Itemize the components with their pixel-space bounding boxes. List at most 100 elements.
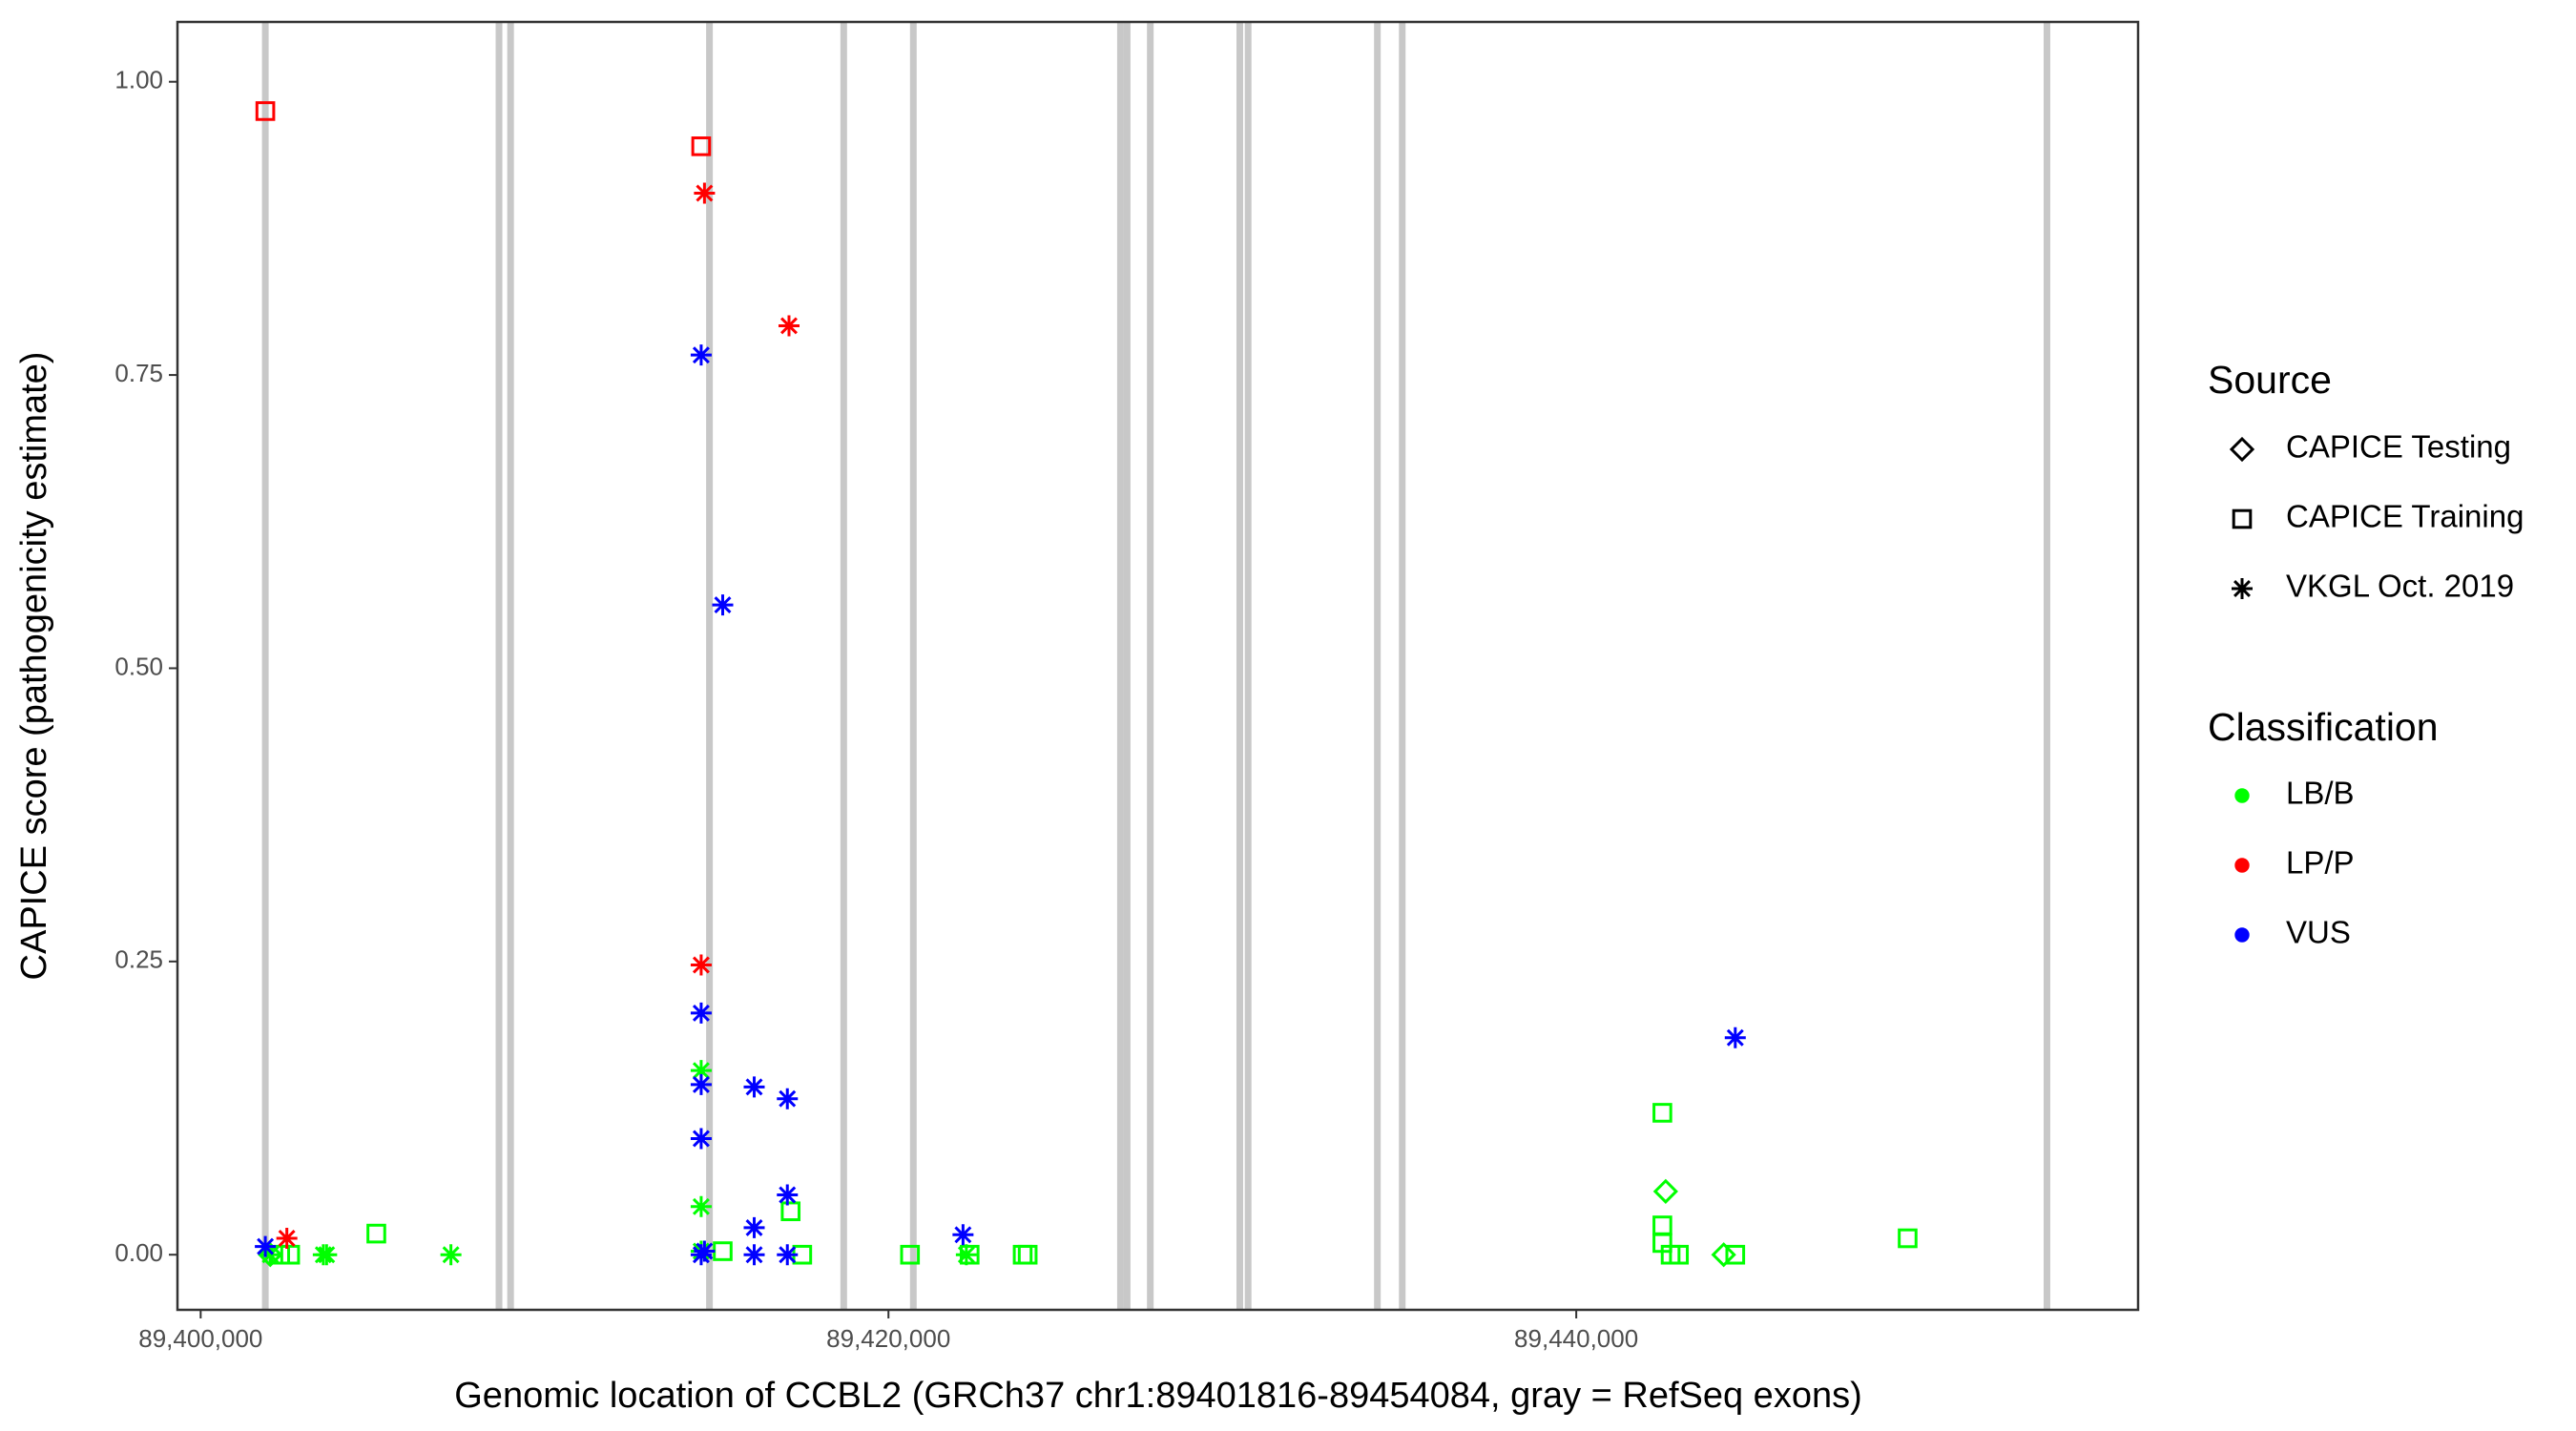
point [777, 1088, 799, 1110]
point [1724, 1027, 1746, 1048]
point-shape [955, 1244, 977, 1266]
legend-key-shape [2234, 858, 2250, 873]
point-shape [778, 315, 800, 337]
point [1017, 1244, 1038, 1265]
legend-key [2229, 436, 2255, 463]
point-shape [1652, 1178, 1678, 1204]
point [280, 1244, 301, 1265]
legend-entry: LB/B [2286, 776, 2355, 811]
point-shape [690, 1244, 712, 1266]
point-shape [690, 954, 712, 976]
y-tick-label: 0.50 [114, 652, 163, 680]
legend-key [2234, 858, 2250, 873]
point [316, 1244, 338, 1266]
point-shape [276, 1228, 298, 1249]
legend-entry: VKGL Oct. 2019 [2286, 569, 2514, 604]
legend-title: Classification [2208, 705, 2439, 749]
point-shape [1711, 1242, 1736, 1268]
point [743, 1216, 765, 1238]
point [713, 1241, 733, 1261]
point-shape [366, 1223, 386, 1244]
legend-key-shape [2234, 927, 2250, 943]
point [900, 1244, 921, 1265]
point-shape [900, 1244, 921, 1265]
point [1669, 1244, 1690, 1265]
point-shape [713, 1241, 733, 1261]
point-shape [255, 1235, 277, 1257]
legend-key [2234, 788, 2250, 803]
point [1652, 1215, 1672, 1235]
point-shape [440, 1244, 462, 1266]
point [955, 1244, 977, 1266]
legend-key [2234, 927, 2250, 943]
point-shape [690, 1195, 712, 1217]
point-shape [1652, 1103, 1672, 1123]
point-shape [691, 136, 712, 156]
legend-key [2232, 578, 2253, 599]
point-shape [1669, 1244, 1690, 1265]
point-shape [260, 1244, 281, 1266]
point [366, 1223, 386, 1244]
point-shape [777, 1244, 799, 1266]
point-shape [316, 1244, 338, 1266]
y-tick-label: 0.75 [114, 359, 163, 387]
point [1652, 1178, 1678, 1204]
point [690, 1244, 712, 1266]
point-shape [690, 344, 712, 366]
point [691, 136, 712, 156]
legend-title: Source [2208, 358, 2332, 402]
panel-border [176, 20, 2140, 1312]
legend-key-shape [2229, 436, 2255, 463]
point-shape [743, 1076, 765, 1098]
legend-entry: CAPICE Training [2286, 499, 2524, 534]
x-tick-label: 89,420,000 [826, 1324, 950, 1353]
point [1725, 1244, 1746, 1265]
point [694, 182, 716, 204]
point-shape [255, 101, 276, 121]
point-shape [694, 182, 716, 204]
point [690, 1002, 712, 1024]
point [260, 1244, 281, 1266]
point [778, 315, 800, 337]
legend-entry: VUS [2286, 915, 2351, 950]
point-shape [690, 1060, 712, 1082]
point-shape [712, 594, 734, 616]
point [690, 1073, 712, 1095]
point [690, 1195, 712, 1217]
point-shape [743, 1216, 765, 1238]
point [1898, 1228, 1918, 1249]
point-shape [777, 1088, 799, 1110]
point-shape [1652, 1215, 1672, 1235]
legend-key-shape [2234, 788, 2250, 803]
point [777, 1184, 799, 1206]
legend-key [2232, 508, 2253, 529]
y-tick-label: 0.25 [114, 945, 163, 974]
point-shape [690, 1128, 712, 1150]
y-tick-label: 0.00 [114, 1238, 163, 1267]
point [1652, 1103, 1672, 1123]
point [743, 1244, 765, 1266]
x-tick-label: 89,400,000 [138, 1324, 262, 1353]
legend-key-shape [2232, 508, 2253, 529]
point [690, 1128, 712, 1150]
point [743, 1076, 765, 1098]
point [690, 1060, 712, 1082]
point-shape [777, 1184, 799, 1206]
point [780, 1201, 801, 1222]
point [1012, 1244, 1033, 1265]
point [952, 1224, 974, 1246]
point [712, 594, 734, 616]
point-shape [690, 1002, 712, 1024]
point-shape [743, 1244, 765, 1266]
point-shape [280, 1244, 301, 1265]
point-shape [952, 1224, 974, 1246]
point [690, 954, 712, 976]
y-tick-label: 1.00 [114, 66, 163, 94]
point [255, 1235, 277, 1257]
point [255, 101, 276, 121]
point [1711, 1242, 1736, 1268]
point-shape [690, 1073, 712, 1095]
point-shape [1012, 1244, 1033, 1265]
x-tick-label: 89,440,000 [1514, 1324, 1638, 1353]
